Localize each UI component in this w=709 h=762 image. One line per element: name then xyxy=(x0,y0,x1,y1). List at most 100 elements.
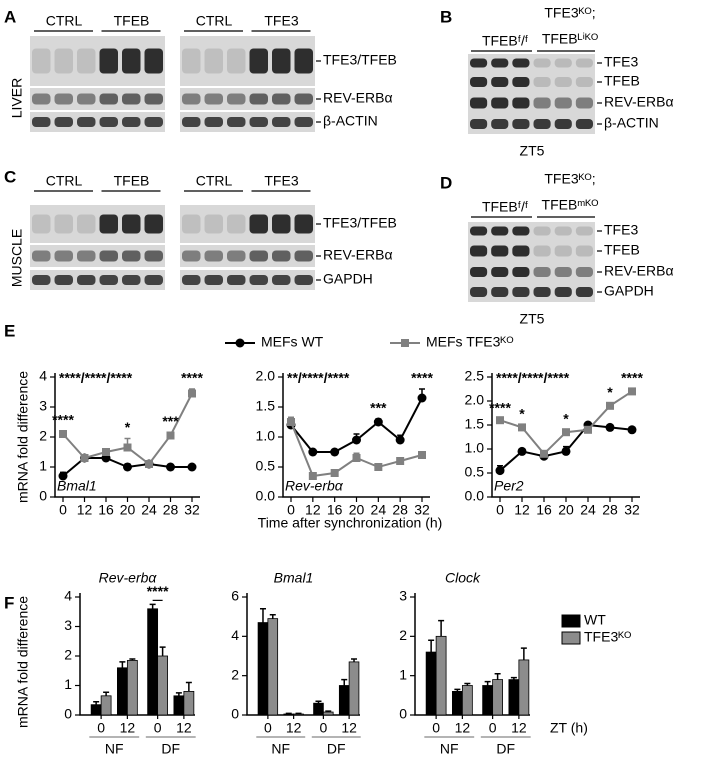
y-tick-label: 2 xyxy=(231,666,239,682)
bar xyxy=(313,702,324,716)
x-tick-label: 32 xyxy=(624,502,640,518)
bar xyxy=(482,685,494,716)
blot-band xyxy=(294,93,313,105)
group-label: NF xyxy=(105,741,124,757)
blot-band xyxy=(122,275,141,285)
bar xyxy=(425,651,437,716)
marker-label: TFEB xyxy=(604,73,640,89)
blot-band xyxy=(533,245,551,257)
point xyxy=(80,454,89,462)
group-label: TFE3ᴷᴼ; xyxy=(544,5,595,21)
error-bar xyxy=(428,639,435,653)
error-bar xyxy=(484,680,491,686)
x-tick-label: 0 xyxy=(319,720,327,736)
point xyxy=(584,425,592,434)
x-tick-label: 12 xyxy=(514,502,530,518)
marker-label: TFE3 xyxy=(604,222,638,238)
x-tick-label: 20 xyxy=(120,502,136,518)
blot-band xyxy=(77,275,96,285)
x-tick-label: 12 xyxy=(305,502,321,518)
point xyxy=(627,425,637,435)
blot-band xyxy=(54,250,73,262)
y-tick-label: 2.5 xyxy=(465,368,485,384)
error-bar xyxy=(341,678,348,686)
point xyxy=(59,430,67,438)
blot-band xyxy=(533,58,551,68)
point xyxy=(102,448,110,456)
blot-band xyxy=(144,48,163,74)
blot-band xyxy=(54,275,73,285)
error-bar xyxy=(494,672,501,680)
blot-band xyxy=(491,119,509,129)
y-tick-label: 3 xyxy=(39,398,47,414)
bar xyxy=(117,667,128,716)
y-tick-label: 0.0 xyxy=(465,488,485,504)
x-tick-label: 0 xyxy=(59,502,67,518)
panel-letter: F xyxy=(4,593,14,612)
y-tick-label: 2.0 xyxy=(256,368,276,384)
blot-band xyxy=(54,214,73,234)
blot-band xyxy=(272,117,291,127)
bar xyxy=(338,685,350,716)
x-tick-label: 12 xyxy=(511,720,527,736)
blot-band xyxy=(227,275,246,285)
y-tick-label: 2 xyxy=(39,428,47,444)
legend-label: MEFs TFE3ᴷᴼ xyxy=(426,334,514,350)
group-label: CTRL xyxy=(46,13,83,29)
blot-band xyxy=(32,117,51,127)
blot-band xyxy=(554,267,572,277)
x-tick-label: 12 xyxy=(286,720,302,736)
x-tick-label: 12 xyxy=(77,502,93,518)
group-label: NF xyxy=(440,741,459,757)
bar xyxy=(518,659,530,716)
marker-label: TFE3/TFEB xyxy=(323,215,397,231)
group-label: TFEBᶠ/ᶠ xyxy=(482,199,528,215)
blot-band xyxy=(144,275,163,285)
point xyxy=(495,466,505,476)
significance-label: **** xyxy=(489,399,511,415)
significance-label: **** xyxy=(147,583,169,599)
error-bar xyxy=(159,646,166,656)
blot-band xyxy=(512,58,530,68)
x-tick-label: 0 xyxy=(264,720,272,736)
marker-label: β-ACTIN xyxy=(604,115,659,131)
blot-band xyxy=(575,97,593,109)
y-tick-label: 1.5 xyxy=(465,416,485,432)
blot-band xyxy=(227,48,246,74)
blot-band xyxy=(491,287,509,297)
blot-band xyxy=(77,214,96,234)
significance-label: **** xyxy=(621,370,643,386)
blot-background xyxy=(180,36,315,86)
point xyxy=(396,457,405,465)
point xyxy=(308,447,318,457)
blot-band xyxy=(294,214,313,234)
blot-band xyxy=(99,275,118,285)
blot-band xyxy=(512,226,530,236)
blot-band xyxy=(249,250,268,262)
time-label: ZT5 xyxy=(520,311,545,327)
time-label: ZT5 xyxy=(520,143,545,159)
axis-unit-label: ZT (h) xyxy=(550,720,588,736)
significance-label: **** xyxy=(52,412,74,428)
marker-label: TFE3/TFEB xyxy=(323,52,397,68)
panel-letter: D xyxy=(440,173,452,192)
y-tick-label: 4 xyxy=(64,588,72,604)
bar xyxy=(435,635,447,716)
y-axis-label: mRNA fold difference xyxy=(15,371,31,503)
significance-label: * xyxy=(607,384,613,400)
y-tick-label: 0.5 xyxy=(465,464,485,480)
blot-band xyxy=(272,275,291,285)
blot-band xyxy=(272,48,291,74)
x-tick-label: 24 xyxy=(580,502,596,518)
x-tick-label: 28 xyxy=(602,502,618,518)
y-tick-label: 1.5 xyxy=(256,398,276,414)
y-tick-label: 1.0 xyxy=(465,440,485,456)
point xyxy=(123,462,132,472)
group-label: TFE3 xyxy=(264,13,298,29)
x-tick-label: 0 xyxy=(154,720,162,736)
blot-band xyxy=(204,214,223,234)
group-label: TFE3ᴷᴼ; xyxy=(544,171,595,187)
bar xyxy=(508,679,520,716)
x-tick-label: 0 xyxy=(496,502,504,518)
blot-band xyxy=(77,117,96,127)
